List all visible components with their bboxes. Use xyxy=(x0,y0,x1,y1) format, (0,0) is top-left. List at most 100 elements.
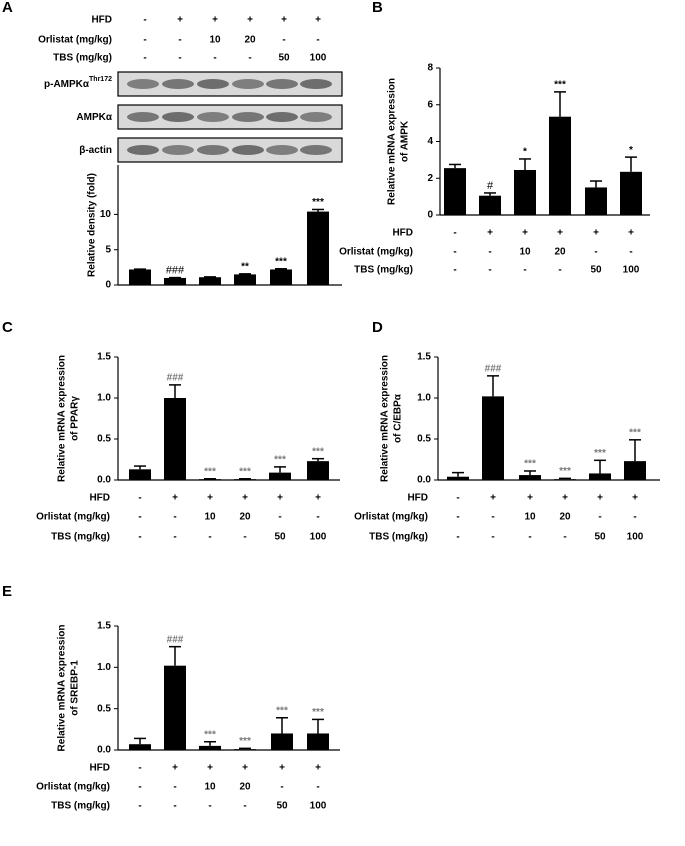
treatment-value: + xyxy=(527,493,533,504)
bar xyxy=(447,476,469,480)
error-bar xyxy=(134,465,146,470)
y-tick-label: 0.5 xyxy=(417,434,431,445)
treatment-name: Orlistat (mg/kg) xyxy=(339,247,413,258)
significance-label: *** xyxy=(524,459,536,470)
treatment-value: - xyxy=(143,35,146,46)
error-bar xyxy=(625,156,637,172)
error-bar xyxy=(239,747,251,750)
error-bar xyxy=(519,158,531,170)
y-tick-label: 6 xyxy=(427,99,433,110)
treatment-value: 20 xyxy=(554,247,566,258)
bar xyxy=(482,396,504,480)
treatment-value: - xyxy=(316,35,319,46)
bar xyxy=(129,269,151,285)
y-axis-label: Relative density (fold) xyxy=(87,173,98,277)
significance-label: ### xyxy=(485,364,502,375)
blot-band xyxy=(162,79,194,89)
treatment-value: - xyxy=(523,265,526,276)
treatment-value: - xyxy=(173,782,176,793)
error-bar xyxy=(312,457,324,462)
y-tick-label: 0.0 xyxy=(417,475,431,486)
panel-label: C xyxy=(2,319,13,336)
treatment-value: + xyxy=(628,228,634,239)
blot-band xyxy=(162,145,194,155)
treatment-name: HFD xyxy=(89,493,110,504)
y-axis-label: Relative mRNA expression xyxy=(57,355,68,482)
bar xyxy=(234,749,256,750)
treatment-value: 100 xyxy=(627,532,644,543)
blot-band xyxy=(266,112,298,122)
error-bar xyxy=(169,645,181,666)
blot-label: AMPKα xyxy=(76,112,112,123)
treatment-name: TBS (mg/kg) xyxy=(369,532,428,543)
bar xyxy=(199,479,221,480)
bar xyxy=(620,171,642,215)
treatment-name: Orlistat (mg/kg) xyxy=(38,35,112,46)
treatment-value: + xyxy=(632,493,638,504)
error-bar xyxy=(276,717,288,734)
treatment-name: Orlistat (mg/kg) xyxy=(36,782,110,793)
y-tick-label: 1.0 xyxy=(97,393,111,404)
treatment-value: - xyxy=(248,53,251,64)
y-tick-label: 1.5 xyxy=(97,621,111,632)
error-bar xyxy=(590,180,602,188)
error-bar xyxy=(239,273,251,275)
treatment-value: - xyxy=(208,532,211,543)
treatment-value: + xyxy=(212,15,218,26)
treatment-value: - xyxy=(563,532,566,543)
y-tick-label: 0.0 xyxy=(97,475,111,486)
treatment-value: + xyxy=(490,493,496,504)
treatment-value: - xyxy=(488,265,491,276)
y-axis-label: Relative mRNA expression xyxy=(387,78,398,205)
blot-label-text: β-actin xyxy=(79,145,112,156)
significance-label: ### xyxy=(167,373,184,384)
treatment-value: - xyxy=(138,493,141,504)
significance-label: *** xyxy=(312,707,324,718)
y-tick-label: 1.0 xyxy=(417,393,431,404)
treatment-value: 20 xyxy=(239,512,251,523)
significance-label: *** xyxy=(554,80,566,91)
significance-label: *** xyxy=(312,446,324,457)
significance-label: *** xyxy=(239,466,251,477)
blot-label: p-AMPKαThr172 xyxy=(44,76,112,90)
significance-label: *** xyxy=(594,448,606,459)
blot-band xyxy=(197,145,229,155)
treatment-name: Orlistat (mg/kg) xyxy=(354,512,428,523)
error-bar xyxy=(275,268,287,270)
significance-label: ** xyxy=(241,261,249,272)
treatment-value: - xyxy=(316,782,319,793)
y-axis-label: of AMPK xyxy=(400,120,411,162)
treatment-value: - xyxy=(243,801,246,812)
treatment-value: + xyxy=(315,763,321,774)
treatment-value: + xyxy=(172,763,178,774)
blot-band xyxy=(127,112,159,122)
treatment-value: - xyxy=(558,265,561,276)
treatment-value: 50 xyxy=(594,532,606,543)
bar xyxy=(271,733,293,750)
treatment-value: + xyxy=(177,15,183,26)
significance-label: *** xyxy=(276,705,288,716)
bar xyxy=(585,187,607,215)
y-tick-label: 5 xyxy=(105,244,111,255)
blot-band xyxy=(232,79,264,89)
treatment-name: TBS (mg/kg) xyxy=(53,53,112,64)
significance-label: *** xyxy=(204,466,216,477)
significance-label: *** xyxy=(559,466,571,477)
bar xyxy=(444,168,466,215)
bar xyxy=(164,277,186,285)
bar xyxy=(199,745,221,750)
treatment-value: - xyxy=(243,532,246,543)
treatment-name: HFD xyxy=(89,763,110,774)
significance-label: ### xyxy=(167,634,184,645)
bar xyxy=(269,472,291,480)
bar xyxy=(624,461,646,480)
treatment-value: - xyxy=(491,532,494,543)
blot-label-text: AMPKα xyxy=(76,112,112,123)
treatment-value: 10 xyxy=(209,35,221,46)
treatment-value: - xyxy=(629,247,632,258)
treatment-name: TBS (mg/kg) xyxy=(51,532,110,543)
error-bar xyxy=(169,384,181,398)
treatment-value: - xyxy=(453,265,456,276)
error-bar xyxy=(449,163,461,169)
